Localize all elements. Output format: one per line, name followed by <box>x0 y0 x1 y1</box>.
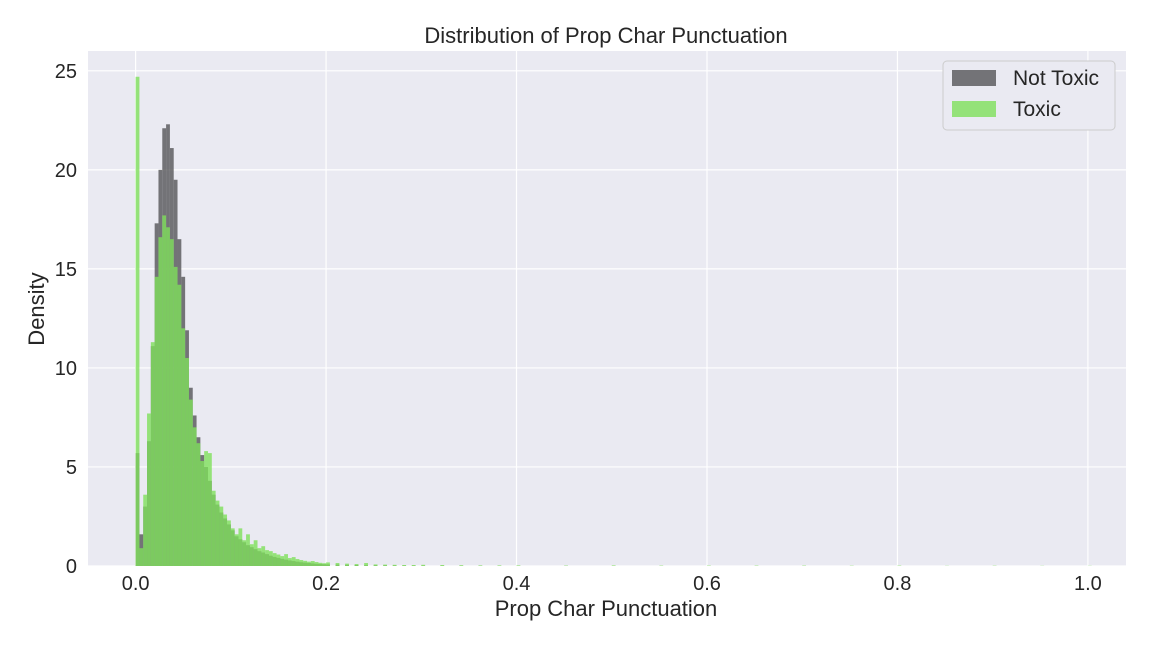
histogram-bar <box>162 215 167 566</box>
legend: Not Toxic Toxic <box>942 60 1116 131</box>
histogram-bar <box>310 561 315 566</box>
x-tick-label: 0.8 <box>884 573 912 595</box>
legend-swatch-not-toxic <box>952 70 996 86</box>
histogram-bars <box>135 76 1092 567</box>
histogram-bar <box>299 560 304 566</box>
histogram-bar <box>383 564 388 566</box>
histogram-bar <box>200 461 205 566</box>
histogram-bar <box>158 237 163 566</box>
x-tick-label: 0.4 <box>503 573 531 595</box>
histogram-bar <box>314 562 319 566</box>
histogram-bar <box>272 553 277 567</box>
histogram-bar <box>497 565 502 566</box>
x-tick-label: 0.6 <box>693 573 721 595</box>
histogram-bar <box>345 563 349 566</box>
histogram-bar <box>192 427 197 566</box>
legend-label-toxic: Toxic <box>1013 98 1061 121</box>
histogram-bar <box>143 494 148 566</box>
histogram-bar <box>207 453 212 566</box>
histogram-bar <box>478 565 483 566</box>
histogram-bar <box>421 564 426 566</box>
histogram-bar <box>295 559 300 566</box>
histogram-bar <box>268 551 273 566</box>
y-axis-label: Density <box>24 272 49 345</box>
histogram-bar <box>402 565 407 566</box>
histogram-bar <box>611 565 616 566</box>
histogram-bar <box>196 443 201 566</box>
y-tick-label: 15 <box>55 259 77 281</box>
histogram-bar <box>373 564 378 566</box>
y-tick-label: 5 <box>66 457 77 479</box>
tick-labels: 0.0 0.2 0.4 0.6 0.8 1.0 0 5 10 15 20 25 <box>55 61 1102 595</box>
histogram-bar <box>227 520 231 566</box>
histogram-bar <box>392 564 397 566</box>
histogram-bar <box>219 506 224 566</box>
histogram-bar <box>230 528 235 566</box>
histogram-bar <box>318 562 323 566</box>
histogram-bar <box>326 562 330 566</box>
x-tick-label: 1.0 <box>1074 573 1102 595</box>
legend-swatch-toxic <box>952 101 996 117</box>
histogram-bar <box>215 500 220 566</box>
histogram-bar <box>166 227 170 567</box>
histogram-bar <box>322 563 327 566</box>
x-tick-label: 0.2 <box>312 573 340 595</box>
histogram-bar <box>303 560 308 566</box>
y-tick-label: 20 <box>55 160 77 182</box>
grid-lines <box>88 51 1126 567</box>
histogram-bar <box>169 239 174 567</box>
y-tick-label: 25 <box>55 61 77 83</box>
histogram-bar <box>291 557 296 566</box>
histogram-bar <box>276 554 281 566</box>
histogram-bar <box>234 534 239 566</box>
histogram-bar <box>284 554 288 566</box>
y-tick-label: 0 <box>66 556 77 578</box>
histogram-bar <box>280 556 285 566</box>
plot-area <box>88 51 1126 566</box>
histogram-bar <box>173 266 178 566</box>
y-tick-label: 10 <box>55 358 77 380</box>
x-axis-label: Prop Char Punctuation <box>495 596 718 621</box>
histogram-bar <box>246 534 250 566</box>
series-toxic <box>135 76 1092 567</box>
histogram-bar <box>185 358 189 566</box>
histogram-bar <box>459 565 464 566</box>
histogram-bar <box>181 328 186 566</box>
histogram-bar <box>261 546 266 566</box>
histogram-bar <box>364 563 368 566</box>
histogram-bar <box>177 284 182 566</box>
histogram-bar <box>242 540 247 566</box>
histogram-bar <box>211 490 216 566</box>
histogram-bar <box>204 451 208 566</box>
x-tick-label: 0.0 <box>122 573 150 595</box>
histogram-bar <box>154 276 159 566</box>
histogram-bar <box>335 563 340 566</box>
histogram-bar <box>135 76 140 566</box>
legend-label-not-toxic: Not Toxic <box>1013 67 1099 90</box>
histogram-bar <box>150 342 155 566</box>
histogram-bar <box>147 413 151 566</box>
histogram-bar <box>188 399 193 566</box>
histogram-bar <box>139 548 144 566</box>
histogram-bar <box>253 540 258 566</box>
histogram-bar <box>307 561 311 566</box>
chart-title: Distribution of Prop Char Punctuation <box>424 23 787 48</box>
histogram-bar <box>249 544 254 566</box>
histogram-bar <box>440 565 445 566</box>
histogram-bar <box>411 565 416 566</box>
histogram-bar <box>354 564 359 566</box>
histogram-bar <box>223 514 228 566</box>
histogram-bar <box>287 558 292 566</box>
histogram-bar <box>238 528 243 566</box>
histogram-bar <box>516 565 521 566</box>
histogram-bar <box>257 548 262 566</box>
histogram-bar <box>265 550 269 566</box>
